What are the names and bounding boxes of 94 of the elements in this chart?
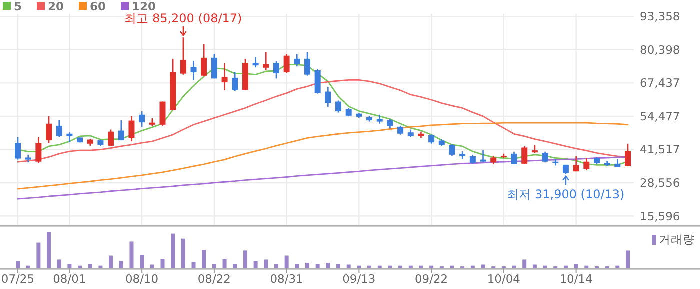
- bar: [36, 242, 41, 268]
- bar: [150, 264, 154, 268]
- candlestick: [56, 119, 62, 138]
- candlestick: [273, 60, 280, 80]
- x-tick-label: 08/22: [198, 272, 232, 286]
- bar: [243, 250, 248, 268]
- bar: [130, 242, 134, 268]
- y-tick-label: 15,596: [640, 209, 680, 224]
- x-tick-label: 10/14: [560, 272, 593, 286]
- candlestick: [336, 100, 342, 114]
- bar: [284, 256, 289, 268]
- bar: [119, 261, 124, 268]
- candlestick: [584, 158, 590, 172]
- bar: [295, 264, 300, 268]
- bar: [574, 264, 578, 268]
- candlestick: [46, 116, 52, 144]
- bar: [57, 260, 62, 268]
- candlestick: [222, 62, 228, 92]
- bar: [233, 264, 238, 268]
- bar: [481, 264, 486, 268]
- legend-label: 20: [48, 0, 64, 14]
- bar: [192, 262, 196, 268]
- candlestick: [314, 68, 321, 94]
- bar: [274, 264, 278, 268]
- candlestick: [36, 136, 42, 164]
- bar: [316, 264, 320, 268]
- bar: [181, 238, 186, 268]
- y-tick-label: 67,437: [640, 76, 680, 90]
- legend-label: 거래량: [659, 232, 695, 246]
- x-tick-label: 09/22: [414, 272, 448, 286]
- candlestick: [480, 150, 486, 163]
- candlestick: [139, 110, 146, 128]
- annotation: 최고 85,200 (08/17): [124, 12, 242, 26]
- candlestick: [573, 156, 580, 172]
- candlestick: [284, 53, 290, 74]
- bar: [264, 260, 268, 268]
- candlestick: [428, 134, 435, 145]
- y-tick-label: 41,517: [640, 142, 680, 157]
- bar: [346, 264, 351, 268]
- candlestick: [625, 143, 631, 168]
- candlestick: [190, 60, 197, 82]
- bar: [140, 255, 144, 268]
- candlestick: [263, 51, 270, 72]
- candlestick: [542, 151, 548, 164]
- candlestick: [522, 146, 528, 165]
- x-tick-label: 07/25: [1, 272, 35, 286]
- legend-label: 5: [14, 0, 22, 14]
- candlestick: [180, 36, 186, 76]
- bar: [47, 232, 52, 268]
- bar: [626, 250, 630, 268]
- bar: [326, 262, 330, 268]
- candlestick: [66, 132, 73, 144]
- y-tick-label: 93,358: [640, 10, 680, 24]
- bar: [109, 256, 114, 268]
- candlestick: [118, 120, 124, 142]
- bar: [532, 264, 537, 268]
- candlestick: [449, 143, 456, 157]
- bar: [222, 259, 227, 268]
- bar: [88, 264, 92, 268]
- bar: [68, 264, 72, 268]
- legend-label: 120: [132, 0, 156, 14]
- candlestick: [128, 116, 135, 142]
- bar: [171, 234, 176, 268]
- legend-label: 60: [90, 0, 106, 14]
- bar: [336, 264, 341, 268]
- bar: [254, 261, 258, 268]
- bar: [522, 260, 527, 268]
- candlestick: [294, 53, 300, 68]
- bar: [212, 264, 216, 268]
- candlestick: [211, 53, 218, 80]
- candlestick: [252, 56, 259, 68]
- line-series: [17, 122, 629, 190]
- x-tick-label: 08/10: [125, 272, 159, 286]
- candlestick: [160, 101, 166, 127]
- y-tick-label: 54,477: [640, 109, 680, 124]
- annotation: 최저 31,900 (10/13): [507, 187, 625, 202]
- candlestick: [201, 43, 208, 78]
- candlestick: [304, 52, 310, 77]
- candlestick: [15, 136, 21, 160]
- y-tick-label: 28,556: [640, 176, 680, 190]
- candlestick: [511, 151, 518, 166]
- candlestick: [325, 86, 332, 108]
- bar: [202, 250, 206, 268]
- x-tick-label: 08/01: [53, 272, 86, 286]
- y-tick-label: 80,398: [640, 42, 680, 57]
- candlestick: [232, 71, 238, 92]
- bar: [160, 259, 165, 268]
- x-tick-label: 09/13: [342, 272, 376, 286]
- x-tick-label: 08/31: [270, 272, 304, 286]
- bar: [305, 262, 310, 268]
- x-tick-label: 10/04: [487, 272, 521, 286]
- candlestick: [387, 118, 394, 130]
- bar: [16, 261, 20, 268]
- candlestick: [108, 129, 114, 148]
